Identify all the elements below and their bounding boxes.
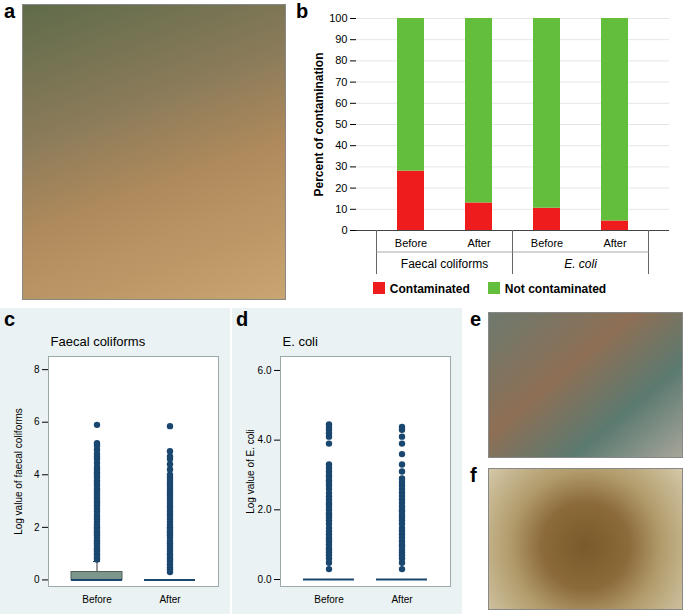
svg-text:6.0: 6.0 xyxy=(258,365,272,376)
svg-text:Log value of E. coli: Log value of E. coli xyxy=(245,429,256,514)
svg-text:Faecal coliforms: Faecal coliforms xyxy=(401,257,488,271)
svg-text:60: 60 xyxy=(335,97,347,109)
html-text:c: c xyxy=(4,308,16,330)
svg-text:Before: Before xyxy=(395,237,427,249)
svg-text:2: 2 xyxy=(34,522,40,533)
svg-text:80: 80 xyxy=(335,54,347,66)
svg-text:Percent of contamination: Percent of contamination xyxy=(312,52,326,196)
svg-text:6: 6 xyxy=(34,416,40,427)
svg-text:2.0: 2.0 xyxy=(258,504,272,515)
html-text:Not contaminated: Not contaminated xyxy=(504,282,607,296)
html-text:d: d xyxy=(236,308,249,330)
svg-text:Before: Before xyxy=(531,237,563,249)
svg-text:0: 0 xyxy=(34,574,40,585)
svg-text:Log value of faecal coliforms: Log value of faecal coliforms xyxy=(13,408,24,535)
svg-text:20: 20 xyxy=(335,182,347,194)
svg-text:Before: Before xyxy=(82,594,112,605)
svg-text:50: 50 xyxy=(335,118,347,130)
svg-text:70: 70 xyxy=(335,76,347,88)
svg-text:Before: Before xyxy=(314,594,344,605)
svg-text:After: After xyxy=(603,237,627,249)
svg-text:8: 8 xyxy=(34,364,40,375)
html-text:Contaminated: Contaminated xyxy=(389,282,470,296)
html-text:e: e xyxy=(470,308,482,330)
svg-text:Faecal coliforms: Faecal coliforms xyxy=(51,334,146,349)
svg-text:E. coli: E. coli xyxy=(283,334,319,349)
svg-text:After: After xyxy=(467,237,491,249)
html-text:a: a xyxy=(4,0,16,22)
svg-text:100: 100 xyxy=(329,12,347,24)
svg-text:0.0: 0.0 xyxy=(258,574,272,585)
svg-text:30: 30 xyxy=(335,160,347,172)
html-text:b: b xyxy=(296,0,309,22)
svg-text:4.0: 4.0 xyxy=(258,434,272,445)
svg-text:After: After xyxy=(159,594,181,605)
svg-text:10: 10 xyxy=(335,203,347,215)
svg-text:4: 4 xyxy=(34,469,40,480)
svg-text:0: 0 xyxy=(341,224,347,236)
svg-text:After: After xyxy=(391,594,413,605)
html-text:f: f xyxy=(470,464,477,486)
svg-text:E. coli: E. coli xyxy=(564,257,597,271)
svg-text:90: 90 xyxy=(335,33,347,45)
svg-text:40: 40 xyxy=(335,139,347,151)
